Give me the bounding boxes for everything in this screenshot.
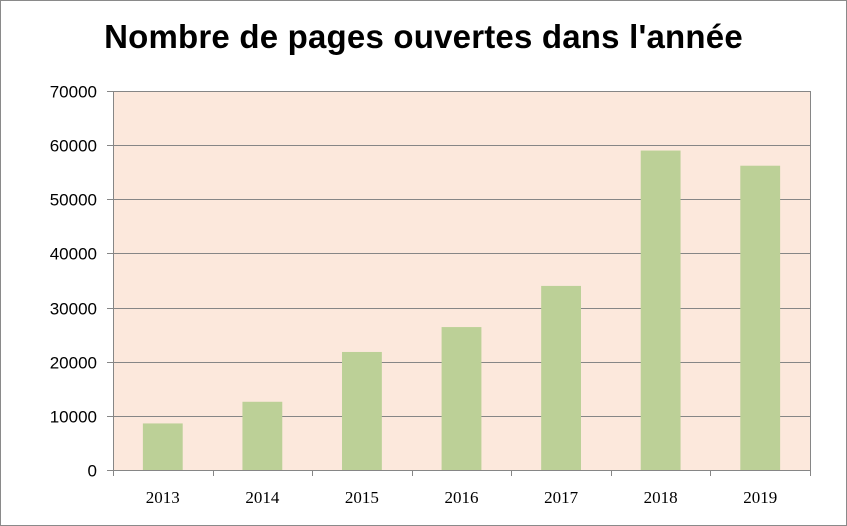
bars bbox=[142, 150, 781, 471]
x-tick-label: 2017 bbox=[544, 488, 579, 507]
gridlines bbox=[113, 91, 810, 417]
x-tick-label: 2015 bbox=[345, 488, 379, 507]
bar-2013 bbox=[142, 423, 183, 470]
x-tick-label: 2019 bbox=[743, 488, 777, 507]
bar-2018 bbox=[640, 150, 681, 471]
axes bbox=[107, 91, 811, 476]
x-tick-label: 2018 bbox=[644, 488, 678, 507]
x-tick-labels: 2013 2014 2015 2016 2017 2018 2019 bbox=[146, 488, 777, 507]
y-tick-label: 60000 bbox=[50, 137, 97, 156]
y-tick-label: 70000 bbox=[50, 83, 97, 102]
y-tick-label: 0 bbox=[88, 462, 97, 481]
bar-2014 bbox=[242, 401, 283, 470]
bar-2019 bbox=[740, 165, 781, 470]
x-tick-label: 2014 bbox=[245, 488, 280, 507]
chart-title: Nombre de pages ouvertes dans l'année bbox=[104, 18, 743, 55]
x-tick-label: 2016 bbox=[445, 488, 479, 507]
y-tick-label: 50000 bbox=[50, 191, 97, 210]
y-tick-label: 40000 bbox=[50, 245, 97, 264]
y-tick-label: 30000 bbox=[50, 300, 97, 319]
x-tick-label: 2013 bbox=[146, 488, 180, 507]
bar-2015 bbox=[342, 351, 382, 470]
y-tick-label: 10000 bbox=[50, 408, 97, 427]
y-tick-labels: 0 10000 20000 30000 40000 50000 60000 70000 bbox=[50, 83, 97, 481]
y-tick-label: 20000 bbox=[50, 354, 97, 373]
bar-2016 bbox=[441, 327, 482, 470]
bar-2017 bbox=[541, 285, 581, 470]
